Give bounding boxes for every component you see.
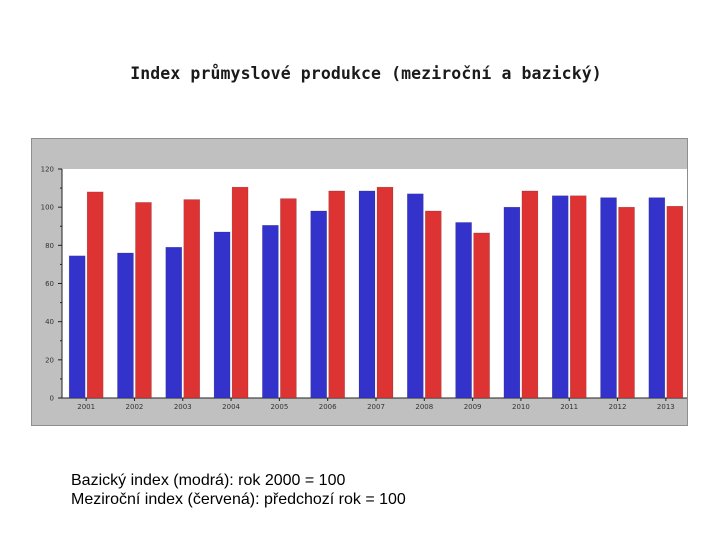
- bar-base-index: [165, 246, 183, 399]
- bar-yoy-index: [280, 198, 297, 399]
- caption-base-index: Bazický index (modrá): rok 2000 = 100: [71, 472, 346, 489]
- bar-base-index: [68, 255, 86, 399]
- bar-base-index: [455, 222, 472, 399]
- x-tick-label: 2001: [77, 403, 95, 411]
- y-tick-label: 40: [45, 318, 54, 326]
- bar-base-index: [648, 197, 666, 399]
- x-tick-label: 2004: [222, 403, 240, 411]
- bar-yoy-index: [183, 199, 201, 399]
- bar-base-index: [358, 190, 376, 399]
- bar-base-index: [600, 197, 617, 399]
- bar-yoy-index: [666, 205, 684, 399]
- bar-yoy-index: [231, 186, 249, 399]
- x-tick-label: 2003: [174, 403, 192, 411]
- bar-yoy-index: [618, 206, 635, 399]
- bar-base-index: [551, 195, 569, 399]
- bars: [68, 186, 684, 399]
- bar-chart: 0 20 40 60 80 100 120 2001 2002 2003 2004 2005 2006…: [41, 166, 687, 411]
- x-tick-label: 2002: [126, 403, 144, 411]
- chart-frame: 0 20 40 60 80 100 120 2001 2002 2003 2004 2005 2006…: [31, 138, 688, 426]
- bar-yoy-index: [86, 191, 104, 399]
- x-tick-label: 2005: [270, 403, 288, 411]
- y-tick-label: 20: [45, 356, 54, 364]
- bar-yoy-index: [328, 190, 345, 399]
- bar-yoy-index: [473, 232, 490, 399]
- bar-base-index: [117, 252, 134, 399]
- x-tick-label: 2009: [464, 403, 482, 411]
- bar-yoy-index: [521, 190, 539, 399]
- x-tick-label: 2010: [512, 403, 530, 411]
- y-tick-label: 60: [45, 280, 54, 288]
- slide-title: Index průmyslové produkce (meziroční a b…: [130, 64, 602, 83]
- bar-base-index: [310, 210, 327, 399]
- y-tick-label: 100: [41, 204, 54, 212]
- y-axis: 0 20 40 60 80 100 120: [41, 166, 63, 403]
- x-tick-label: 2007: [367, 403, 385, 411]
- x-tick-label: 2011: [560, 403, 578, 411]
- x-tick-label: 2008: [415, 403, 433, 411]
- bar-yoy-index: [135, 202, 152, 399]
- bar-yoy-index: [425, 210, 442, 399]
- bar-base-index: [407, 193, 424, 399]
- bar-yoy-index: [376, 186, 394, 399]
- y-tick-label: 0: [50, 395, 54, 403]
- bar-base-index: [503, 206, 521, 399]
- bar-base-index: [213, 231, 231, 399]
- bar-yoy-index: [569, 195, 587, 399]
- bar-base-index: [262, 225, 279, 399]
- x-tick-label: 2012: [609, 403, 627, 411]
- x-tick-label: 2006: [319, 403, 337, 411]
- x-tick-label: 2013: [657, 403, 675, 411]
- y-tick-label: 120: [41, 166, 54, 174]
- y-tick-label: 80: [45, 242, 54, 250]
- x-axis: 2001 2002 2003 2004 2005 2006 2007 2008 2009 2010…: [62, 397, 687, 411]
- caption-yoy-index: Meziroční index (červená): předchozí rok…: [71, 491, 406, 508]
